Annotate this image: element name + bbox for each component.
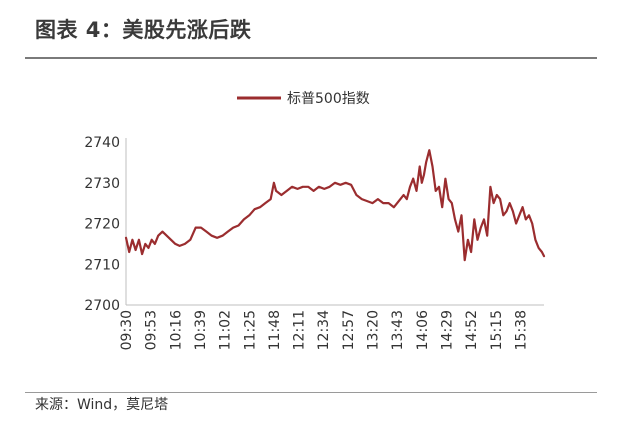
line-chart: 2700 2710 2720 2730 2740 09:30 09:53 10:16 10:39… bbox=[84, 91, 546, 350]
x-tick-label: 14:06 bbox=[415, 310, 431, 350]
y-tick-label: 2700 bbox=[84, 298, 120, 314]
x-tick-label: 11:25 bbox=[242, 310, 258, 350]
source-note: 来源：Wind，莫尼塔 bbox=[35, 397, 169, 413]
x-tick-label: 12:57 bbox=[341, 310, 357, 350]
x-tick-label: 10:16 bbox=[168, 310, 184, 350]
x-tick-label: 09:53 bbox=[144, 310, 160, 350]
y-tick-label: 2710 bbox=[84, 257, 120, 273]
x-tick-label: 12:34 bbox=[316, 310, 332, 350]
legend-label: 标普500指数 bbox=[287, 91, 370, 107]
x-tick-label: 15:15 bbox=[489, 310, 505, 350]
x-tick-label: 10:39 bbox=[193, 310, 209, 350]
source-divider bbox=[25, 392, 597, 393]
x-tick-label: 15:38 bbox=[513, 310, 529, 350]
y-tick-label: 2720 bbox=[84, 217, 120, 233]
series-line bbox=[124, 149, 546, 262]
x-tick-label: 14:52 bbox=[464, 310, 480, 350]
x-tick-label: 09:30 bbox=[119, 310, 135, 350]
title-divider bbox=[25, 57, 597, 59]
figure-title: 图表 4：美股先涨后跌 bbox=[35, 18, 252, 42]
x-tick-label: 11:02 bbox=[218, 310, 234, 350]
x-tick-label: 13:20 bbox=[366, 310, 382, 350]
figure-panel: 图表 4：美股先涨后跌 2700 2710 2720 2730 2740 09:30 09:… bbox=[25, 6, 597, 418]
x-tick-label: 11:48 bbox=[267, 310, 283, 350]
x-tick-label: 12:11 bbox=[292, 310, 308, 350]
y-tick-label: 2730 bbox=[84, 176, 120, 192]
x-tick-label: 13:43 bbox=[390, 310, 406, 350]
y-tick-label: 2740 bbox=[84, 135, 120, 151]
x-tick-label: 14:29 bbox=[439, 310, 455, 350]
